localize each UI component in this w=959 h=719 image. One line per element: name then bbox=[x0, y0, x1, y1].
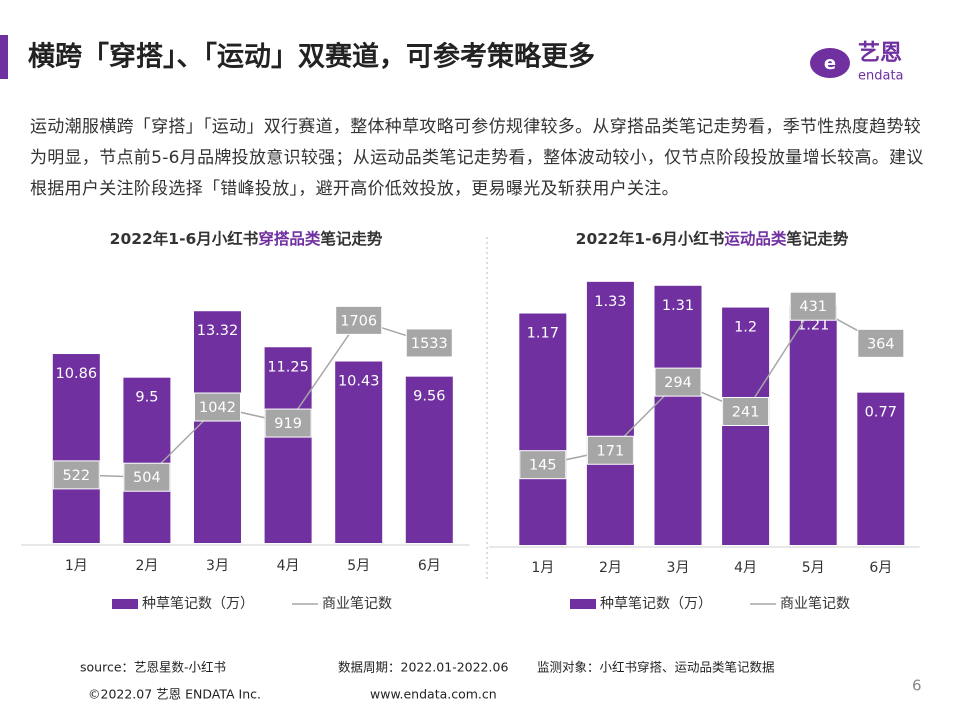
bar-value-label: 11.25 bbox=[267, 359, 309, 375]
x-tick-label: 4月 bbox=[734, 560, 757, 576]
bar bbox=[722, 307, 770, 545]
value-label-box bbox=[264, 408, 312, 438]
bar bbox=[857, 392, 905, 545]
value-label-box bbox=[857, 328, 905, 358]
line-value-label: 364 bbox=[867, 336, 895, 352]
x-tick-label: 1月 bbox=[65, 558, 88, 574]
page-number: 6 bbox=[912, 677, 922, 695]
chart-title-highlight: 运动品类 bbox=[724, 229, 787, 248]
bar-value-label: 1.21 bbox=[797, 318, 829, 334]
line-value-label: 1533 bbox=[411, 336, 448, 352]
chart-title-suffix: 笔记走势 bbox=[320, 229, 383, 248]
logo-cn: 艺恩 bbox=[858, 40, 902, 66]
legend-label: 种草笔记数（万） bbox=[142, 596, 254, 612]
line-value-label: 294 bbox=[664, 375, 692, 391]
bar bbox=[264, 347, 312, 543]
line-value-label: 1706 bbox=[340, 313, 377, 329]
line-value-label: 431 bbox=[799, 299, 827, 315]
title-accent bbox=[0, 35, 8, 79]
line-value-label: 919 bbox=[274, 416, 302, 432]
value-label-box bbox=[789, 291, 837, 321]
bar-value-label: 10.86 bbox=[56, 366, 98, 382]
value-label-box bbox=[519, 450, 567, 480]
x-tick-label: 6月 bbox=[418, 558, 441, 574]
footer-scope: 监测对象：小红书穿搭、运动品类笔记数据 bbox=[537, 660, 775, 675]
x-tick-label: 2月 bbox=[135, 558, 158, 574]
chart-title-suffix: 笔记走势 bbox=[786, 229, 849, 248]
bar-value-label: 9.5 bbox=[135, 390, 158, 406]
value-label-box bbox=[194, 392, 241, 422]
bar bbox=[405, 376, 453, 543]
line-value-label: 522 bbox=[62, 468, 90, 484]
legend-label: 商业笔记数 bbox=[780, 596, 850, 612]
legend-swatch bbox=[112, 599, 138, 609]
chart-title-highlight: 穿搭品类 bbox=[258, 229, 321, 248]
value-label-box bbox=[52, 460, 100, 490]
logo-icon bbox=[810, 48, 850, 78]
line-value-label: 241 bbox=[732, 404, 760, 420]
footer-website: www.endata.com.cn bbox=[370, 687, 497, 702]
line-value-label: 504 bbox=[133, 470, 161, 486]
bar-value-label: 9.56 bbox=[413, 389, 445, 405]
legend-label: 种草笔记数（万） bbox=[600, 596, 712, 612]
logo-en: endata bbox=[858, 69, 904, 84]
bar-value-label: 1.17 bbox=[527, 326, 559, 342]
x-tick-label: 4月 bbox=[277, 558, 300, 574]
bar bbox=[789, 305, 837, 545]
chart-title: 2022年1-6月小红书穿搭品类笔记走势 bbox=[110, 229, 383, 248]
intro-text: 运动潮服横跨「穿搭」「运动」双行赛道，整体种草攻略可参仿规律较多。从穿搭品类笔记… bbox=[30, 117, 924, 199]
legend-swatch bbox=[570, 599, 596, 609]
bar bbox=[519, 313, 567, 545]
bar-value-label: 1.33 bbox=[594, 294, 626, 310]
x-tick-label: 5月 bbox=[802, 560, 825, 576]
bar bbox=[335, 361, 383, 543]
value-label-box bbox=[722, 396, 770, 426]
footer-period: 数据周期：2022.01-2022.06 bbox=[338, 660, 508, 675]
bar-value-label: 1.31 bbox=[662, 298, 694, 314]
bar-value-label: 13.32 bbox=[197, 323, 239, 339]
line-value-label: 171 bbox=[597, 443, 625, 459]
x-tick-label: 3月 bbox=[667, 560, 690, 576]
value-label-box bbox=[654, 367, 702, 397]
chart-title: 2022年1-6月小红书运动品类笔记走势 bbox=[576, 229, 849, 248]
bar-value-label: 1.2 bbox=[734, 320, 757, 336]
footer-copyright: ©2022.07 艺恩 ENDATA Inc. bbox=[88, 687, 261, 702]
chart-title-prefix: 2022年1-6月小红书 bbox=[110, 229, 259, 248]
value-label-box bbox=[123, 462, 171, 492]
x-tick-label: 1月 bbox=[531, 560, 554, 576]
x-tick-label: 2月 bbox=[599, 560, 622, 576]
logo-mark: e bbox=[824, 53, 836, 74]
bar bbox=[194, 311, 241, 543]
x-tick-label: 6月 bbox=[869, 560, 892, 576]
slide-title: 横跨「穿搭」、「运动」双赛道，可参考策略更多 bbox=[28, 41, 595, 73]
value-label-box bbox=[405, 328, 453, 358]
value-label-box bbox=[335, 305, 383, 335]
x-tick-label: 3月 bbox=[206, 558, 229, 574]
value-label-box bbox=[586, 435, 634, 465]
bar-value-label: 0.77 bbox=[865, 405, 897, 421]
bar-value-label: 10.43 bbox=[338, 374, 380, 390]
chart-title-prefix: 2022年1-6月小红书 bbox=[576, 229, 725, 248]
bar bbox=[586, 281, 634, 545]
legend-label: 商业笔记数 bbox=[322, 596, 392, 612]
bar bbox=[123, 377, 171, 543]
x-tick-label: 5月 bbox=[347, 558, 370, 574]
bar bbox=[654, 285, 702, 545]
bar bbox=[52, 354, 100, 543]
logo: e 艺恩 endata bbox=[810, 40, 904, 84]
footer-source: source：艺恩星数-小红书 bbox=[80, 660, 226, 675]
line-value-label: 1042 bbox=[199, 400, 236, 416]
line-value-label: 145 bbox=[529, 458, 557, 474]
